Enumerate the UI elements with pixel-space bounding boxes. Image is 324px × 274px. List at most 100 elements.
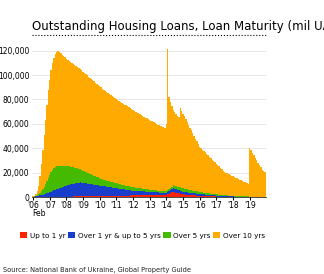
Bar [106, 196, 107, 197]
Bar [164, 193, 166, 195]
Bar [252, 153, 253, 197]
Bar [157, 192, 159, 195]
Bar [91, 184, 92, 196]
Bar [162, 195, 163, 197]
Bar [241, 180, 242, 196]
Bar [82, 171, 84, 183]
Bar [202, 194, 203, 196]
Bar [60, 188, 62, 197]
Bar [174, 186, 175, 189]
Bar [191, 193, 192, 195]
Bar [163, 193, 164, 195]
Bar [68, 185, 70, 196]
Bar [224, 195, 226, 196]
Bar [157, 195, 159, 197]
Bar [105, 196, 106, 197]
Bar [88, 196, 89, 197]
Bar [166, 195, 167, 197]
Bar [155, 190, 156, 192]
Bar [184, 192, 185, 194]
Bar [195, 191, 196, 193]
Bar [89, 78, 91, 174]
Bar [250, 196, 252, 197]
Bar [153, 192, 155, 195]
Bar [59, 189, 60, 197]
Bar [170, 102, 171, 188]
Bar [177, 193, 178, 197]
Bar [185, 189, 187, 192]
Bar [106, 181, 107, 187]
Bar [196, 194, 198, 196]
Bar [210, 193, 212, 195]
Bar [239, 180, 241, 196]
Bar [45, 184, 46, 193]
Bar [185, 195, 187, 197]
Bar [209, 157, 210, 193]
Bar [206, 193, 207, 195]
Bar [148, 119, 149, 189]
Bar [80, 182, 81, 196]
Bar [77, 67, 78, 168]
Bar [35, 194, 37, 196]
Bar [37, 191, 38, 195]
Bar [105, 180, 106, 186]
Bar [198, 194, 199, 196]
Bar [188, 193, 189, 195]
Bar [136, 191, 138, 195]
Bar [142, 189, 144, 191]
Bar [175, 114, 177, 186]
Bar [78, 68, 80, 169]
Bar [102, 196, 103, 197]
Bar [144, 189, 145, 192]
Bar [133, 187, 134, 191]
Bar [81, 70, 82, 170]
Bar [85, 74, 87, 172]
Bar [141, 189, 142, 191]
Bar [41, 164, 42, 191]
Bar [106, 187, 107, 196]
Bar [149, 195, 150, 197]
Bar [119, 101, 120, 184]
Bar [89, 174, 91, 184]
Bar [234, 196, 235, 197]
Bar [220, 168, 221, 195]
Bar [167, 49, 168, 190]
Bar [128, 190, 130, 196]
Bar [138, 191, 139, 195]
Bar [228, 196, 230, 197]
Bar [246, 196, 248, 197]
Bar [166, 191, 167, 193]
Bar [243, 182, 245, 196]
Bar [160, 191, 162, 193]
Bar [99, 86, 100, 178]
Bar [66, 59, 67, 166]
Bar [257, 162, 259, 197]
Bar [144, 117, 145, 189]
Bar [226, 173, 227, 195]
Bar [185, 119, 187, 189]
Bar [38, 196, 39, 197]
Bar [210, 158, 212, 193]
Bar [248, 196, 249, 197]
Bar [125, 105, 127, 185]
Bar [96, 84, 98, 177]
Bar [130, 195, 131, 197]
Bar [216, 196, 217, 197]
Bar [227, 196, 228, 197]
Bar [187, 195, 188, 197]
Bar [188, 190, 189, 193]
Bar [117, 184, 119, 189]
Bar [171, 187, 173, 189]
Bar [230, 175, 231, 196]
Bar [203, 196, 204, 197]
Bar [155, 192, 156, 195]
Bar [52, 191, 53, 197]
Text: Outstanding Housing Loans, Loan Maturity (mil UAH): Outstanding Housing Loans, Loan Maturity… [32, 20, 324, 33]
Bar [189, 190, 191, 193]
Bar [141, 195, 142, 197]
Bar [113, 196, 114, 197]
Bar [63, 56, 64, 166]
Bar [43, 187, 45, 194]
Bar [85, 172, 87, 183]
Bar [166, 124, 167, 191]
